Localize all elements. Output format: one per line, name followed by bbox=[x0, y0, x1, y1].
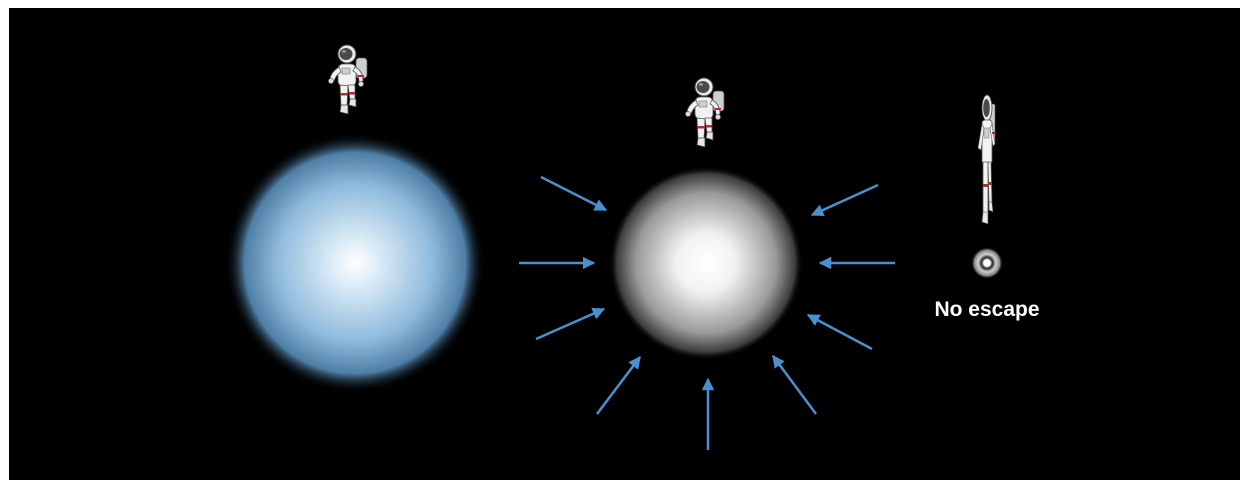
arrow bbox=[771, 354, 818, 415]
black-hole bbox=[971, 247, 1003, 279]
astronaut-icon bbox=[977, 94, 996, 225]
collapse-diagram: No escape bbox=[225, 44, 1040, 450]
no-escape-label: No escape bbox=[934, 298, 1039, 321]
arrow bbox=[540, 175, 608, 212]
arrow bbox=[596, 356, 641, 415]
arrow bbox=[810, 183, 879, 217]
arrow bbox=[806, 313, 873, 351]
large-star bbox=[225, 133, 485, 393]
astronaut-icon bbox=[684, 77, 725, 148]
compression-arrows bbox=[519, 175, 895, 450]
astronaut-icon bbox=[327, 44, 368, 115]
collapsing-star bbox=[609, 166, 803, 360]
diagram-canvas: No escape bbox=[9, 8, 1240, 480]
arrow bbox=[535, 307, 606, 341]
